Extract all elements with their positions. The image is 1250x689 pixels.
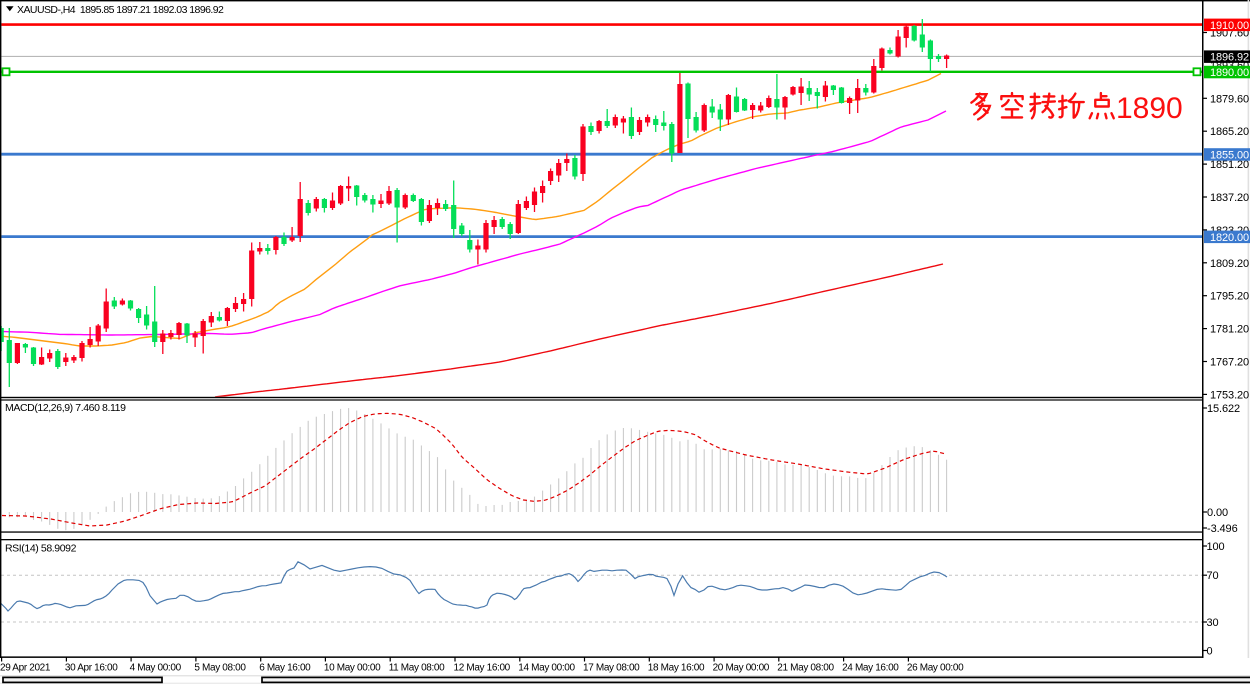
svg-text:17 May 08:00: 17 May 08:00 bbox=[583, 663, 640, 674]
svg-text:21 May 08:00: 21 May 08:00 bbox=[777, 663, 834, 674]
svg-text:1855.00: 1855.00 bbox=[1210, 149, 1249, 161]
svg-text:1879.60: 1879.60 bbox=[1210, 93, 1249, 105]
svg-text:20 May 00:00: 20 May 00:00 bbox=[713, 663, 770, 674]
svg-text:29 Apr 2021: 29 Apr 2021 bbox=[0, 663, 51, 674]
svg-text:4 May 00:00: 4 May 00:00 bbox=[130, 663, 182, 674]
svg-text:1910.00: 1910.00 bbox=[1210, 20, 1249, 32]
svg-text:1781.20: 1781.20 bbox=[1210, 324, 1249, 336]
svg-text:6 May 16:00: 6 May 16:00 bbox=[259, 663, 311, 674]
svg-text:1837.20: 1837.20 bbox=[1210, 192, 1249, 204]
svg-text:MACD(12,26,9) 7.460 8.119: MACD(12,26,9) 7.460 8.119 bbox=[5, 402, 126, 414]
svg-text:15.622: 15.622 bbox=[1207, 403, 1240, 415]
svg-text:RSI(14) 58.9092: RSI(14) 58.9092 bbox=[5, 543, 77, 555]
svg-text:0: 0 bbox=[1207, 646, 1213, 658]
svg-text:XAUUSD-,H4 1895.85 1897.21 18: XAUUSD-,H4 1895.85 1897.21 1892.03 1896.… bbox=[17, 4, 224, 16]
svg-text:10 May 00:00: 10 May 00:00 bbox=[324, 663, 381, 674]
svg-text:1890.00: 1890.00 bbox=[1210, 67, 1249, 79]
svg-text:-3.496: -3.496 bbox=[1207, 523, 1238, 535]
svg-text:1795.20: 1795.20 bbox=[1210, 291, 1249, 303]
svg-text:100: 100 bbox=[1207, 541, 1225, 553]
svg-text:1809.20: 1809.20 bbox=[1210, 258, 1249, 270]
svg-text:1865.20: 1865.20 bbox=[1210, 126, 1249, 138]
svg-text:1890: 1890 bbox=[1116, 92, 1183, 125]
svg-text:30: 30 bbox=[1207, 617, 1219, 629]
svg-text:1896.92: 1896.92 bbox=[1210, 52, 1249, 64]
svg-text:11 May 08:00: 11 May 08:00 bbox=[389, 663, 445, 674]
svg-text:5 May 08:00: 5 May 08:00 bbox=[194, 663, 246, 674]
svg-text:18 May 16:00: 18 May 16:00 bbox=[648, 663, 705, 674]
svg-text:1820.00: 1820.00 bbox=[1210, 232, 1249, 244]
svg-text:0.00: 0.00 bbox=[1207, 507, 1228, 519]
svg-text:14 May 00:00: 14 May 00:00 bbox=[518, 663, 575, 674]
svg-text:1851.20: 1851.20 bbox=[1210, 159, 1249, 171]
svg-text:1753.20: 1753.20 bbox=[1210, 389, 1249, 401]
svg-text:26 May 00:00: 26 May 00:00 bbox=[907, 663, 964, 674]
svg-text:30 Apr 16:00: 30 Apr 16:00 bbox=[65, 663, 118, 674]
svg-text:12 May 16:00: 12 May 16:00 bbox=[454, 663, 511, 674]
svg-text:24 May 16:00: 24 May 16:00 bbox=[842, 663, 899, 674]
svg-text:1767.20: 1767.20 bbox=[1210, 357, 1249, 369]
svg-text:70: 70 bbox=[1207, 570, 1219, 582]
